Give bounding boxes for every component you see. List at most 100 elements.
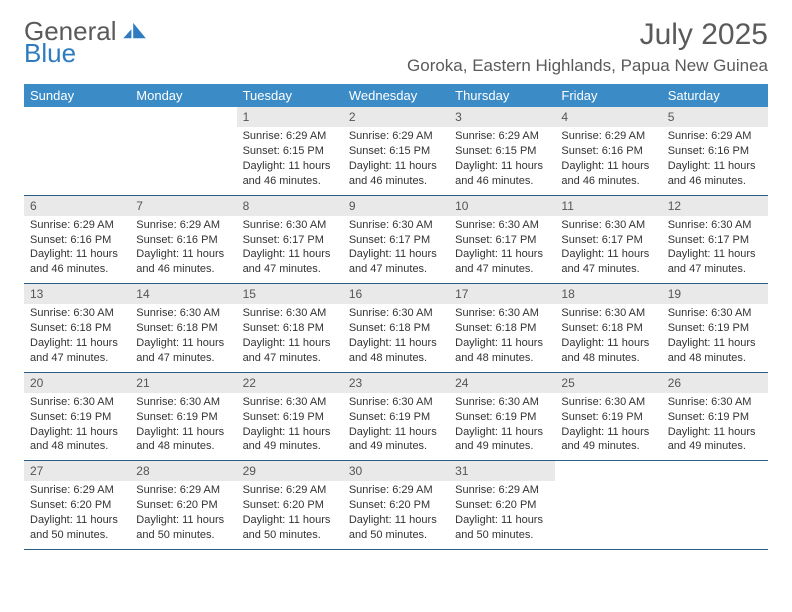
day-cell: 27Sunrise: 6:29 AMSunset: 6:20 PMDayligh… xyxy=(24,461,130,549)
daylight-text: Daylight: 11 hours and 46 minutes. xyxy=(243,159,337,189)
day-cell: 26Sunrise: 6:30 AMSunset: 6:19 PMDayligh… xyxy=(662,373,768,461)
day-cell: 7Sunrise: 6:29 AMSunset: 6:16 PMDaylight… xyxy=(130,196,236,284)
sunset-text: Sunset: 6:20 PM xyxy=(349,498,443,513)
day-cell: 14Sunrise: 6:30 AMSunset: 6:18 PMDayligh… xyxy=(130,284,236,372)
day-cell-empty xyxy=(130,107,236,195)
sunset-text: Sunset: 6:17 PM xyxy=(668,233,762,248)
sunset-text: Sunset: 6:17 PM xyxy=(561,233,655,248)
day-body: Sunrise: 6:30 AMSunset: 6:17 PMDaylight:… xyxy=(343,216,449,283)
daylight-text: Daylight: 11 hours and 48 minutes. xyxy=(561,336,655,366)
sunset-text: Sunset: 6:19 PM xyxy=(136,410,230,425)
day-body: Sunrise: 6:30 AMSunset: 6:19 PMDaylight:… xyxy=(662,393,768,460)
sunset-text: Sunset: 6:20 PM xyxy=(30,498,124,513)
daylight-text: Daylight: 11 hours and 50 minutes. xyxy=(136,513,230,543)
sunrise-text: Sunrise: 6:30 AM xyxy=(455,395,549,410)
daylight-text: Daylight: 11 hours and 46 minutes. xyxy=(30,247,124,277)
sunset-text: Sunset: 6:19 PM xyxy=(668,321,762,336)
day-cell: 3Sunrise: 6:29 AMSunset: 6:15 PMDaylight… xyxy=(449,107,555,195)
daylight-text: Daylight: 11 hours and 47 minutes. xyxy=(136,336,230,366)
day-cell: 23Sunrise: 6:30 AMSunset: 6:19 PMDayligh… xyxy=(343,373,449,461)
weekday-header: Wednesday xyxy=(343,84,449,107)
day-cell-empty xyxy=(662,461,768,549)
weekday-header: Monday xyxy=(130,84,236,107)
day-body: Sunrise: 6:29 AMSunset: 6:16 PMDaylight:… xyxy=(555,127,661,194)
sunrise-text: Sunrise: 6:30 AM xyxy=(243,306,337,321)
daylight-text: Daylight: 11 hours and 49 minutes. xyxy=(561,425,655,455)
day-cell: 12Sunrise: 6:30 AMSunset: 6:17 PMDayligh… xyxy=(662,196,768,284)
sunrise-text: Sunrise: 6:29 AM xyxy=(455,129,549,144)
day-number: 17 xyxy=(449,284,555,304)
daylight-text: Daylight: 11 hours and 47 minutes. xyxy=(349,247,443,277)
day-body: Sunrise: 6:29 AMSunset: 6:15 PMDaylight:… xyxy=(237,127,343,194)
day-body: Sunrise: 6:30 AMSunset: 6:19 PMDaylight:… xyxy=(449,393,555,460)
sunrise-text: Sunrise: 6:30 AM xyxy=(136,395,230,410)
sunset-text: Sunset: 6:16 PM xyxy=(668,144,762,159)
brand-logo: GeneralBlue xyxy=(24,18,147,66)
sunset-text: Sunset: 6:19 PM xyxy=(30,410,124,425)
day-cell: 17Sunrise: 6:30 AMSunset: 6:18 PMDayligh… xyxy=(449,284,555,372)
sunrise-text: Sunrise: 6:30 AM xyxy=(561,306,655,321)
week-row: 13Sunrise: 6:30 AMSunset: 6:18 PMDayligh… xyxy=(24,284,768,373)
weekday-header: Sunday xyxy=(24,84,130,107)
day-body: Sunrise: 6:30 AMSunset: 6:18 PMDaylight:… xyxy=(343,304,449,371)
day-number: 11 xyxy=(555,196,661,216)
sunset-text: Sunset: 6:18 PM xyxy=(455,321,549,336)
sunset-text: Sunset: 6:15 PM xyxy=(243,144,337,159)
week-row: 20Sunrise: 6:30 AMSunset: 6:19 PMDayligh… xyxy=(24,373,768,462)
weekday-header: Saturday xyxy=(662,84,768,107)
sunset-text: Sunset: 6:20 PM xyxy=(455,498,549,513)
day-body: Sunrise: 6:29 AMSunset: 6:16 PMDaylight:… xyxy=(662,127,768,194)
daylight-text: Daylight: 11 hours and 48 minutes. xyxy=(668,336,762,366)
day-cell: 10Sunrise: 6:30 AMSunset: 6:17 PMDayligh… xyxy=(449,196,555,284)
day-cell-empty xyxy=(24,107,130,195)
sunrise-text: Sunrise: 6:30 AM xyxy=(136,306,230,321)
month-title: July 2025 xyxy=(407,18,768,52)
calendar-table: Sunday Monday Tuesday Wednesday Thursday… xyxy=(24,84,768,550)
sunset-text: Sunset: 6:16 PM xyxy=(561,144,655,159)
day-number: 29 xyxy=(237,461,343,481)
day-number: 31 xyxy=(449,461,555,481)
day-number: 26 xyxy=(662,373,768,393)
day-body: Sunrise: 6:30 AMSunset: 6:18 PMDaylight:… xyxy=(449,304,555,371)
day-cell: 9Sunrise: 6:30 AMSunset: 6:17 PMDaylight… xyxy=(343,196,449,284)
day-number: 15 xyxy=(237,284,343,304)
day-cell: 5Sunrise: 6:29 AMSunset: 6:16 PMDaylight… xyxy=(662,107,768,195)
day-number: 23 xyxy=(343,373,449,393)
day-cell: 13Sunrise: 6:30 AMSunset: 6:18 PMDayligh… xyxy=(24,284,130,372)
sunset-text: Sunset: 6:15 PM xyxy=(349,144,443,159)
weekday-header-row: Sunday Monday Tuesday Wednesday Thursday… xyxy=(24,84,768,107)
weekday-header: Thursday xyxy=(449,84,555,107)
day-body: Sunrise: 6:29 AMSunset: 6:20 PMDaylight:… xyxy=(449,481,555,548)
daylight-text: Daylight: 11 hours and 46 minutes. xyxy=(349,159,443,189)
day-body: Sunrise: 6:30 AMSunset: 6:17 PMDaylight:… xyxy=(449,216,555,283)
day-number: 14 xyxy=(130,284,236,304)
sunset-text: Sunset: 6:19 PM xyxy=(455,410,549,425)
day-number: 20 xyxy=(24,373,130,393)
week-row: 27Sunrise: 6:29 AMSunset: 6:20 PMDayligh… xyxy=(24,461,768,550)
daylight-text: Daylight: 11 hours and 50 minutes. xyxy=(455,513,549,543)
daylight-text: Daylight: 11 hours and 46 minutes. xyxy=(561,159,655,189)
sunset-text: Sunset: 6:20 PM xyxy=(136,498,230,513)
sunset-text: Sunset: 6:18 PM xyxy=(561,321,655,336)
sunset-text: Sunset: 6:17 PM xyxy=(455,233,549,248)
sunrise-text: Sunrise: 6:30 AM xyxy=(455,306,549,321)
day-body: Sunrise: 6:30 AMSunset: 6:19 PMDaylight:… xyxy=(662,304,768,371)
daylight-text: Daylight: 11 hours and 48 minutes. xyxy=(30,425,124,455)
day-number: 24 xyxy=(449,373,555,393)
day-number: 27 xyxy=(24,461,130,481)
day-cell: 11Sunrise: 6:30 AMSunset: 6:17 PMDayligh… xyxy=(555,196,661,284)
day-cell: 28Sunrise: 6:29 AMSunset: 6:20 PMDayligh… xyxy=(130,461,236,549)
day-number: 2 xyxy=(343,107,449,127)
sunrise-text: Sunrise: 6:30 AM xyxy=(349,395,443,410)
day-body: Sunrise: 6:29 AMSunset: 6:20 PMDaylight:… xyxy=(24,481,130,548)
day-cell: 31Sunrise: 6:29 AMSunset: 6:20 PMDayligh… xyxy=(449,461,555,549)
sunset-text: Sunset: 6:17 PM xyxy=(349,233,443,248)
daylight-text: Daylight: 11 hours and 50 minutes. xyxy=(243,513,337,543)
day-body: Sunrise: 6:30 AMSunset: 6:18 PMDaylight:… xyxy=(237,304,343,371)
sunset-text: Sunset: 6:16 PM xyxy=(30,233,124,248)
sunrise-text: Sunrise: 6:29 AM xyxy=(30,218,124,233)
day-body: Sunrise: 6:30 AMSunset: 6:17 PMDaylight:… xyxy=(662,216,768,283)
daylight-text: Daylight: 11 hours and 46 minutes. xyxy=(136,247,230,277)
sunrise-text: Sunrise: 6:30 AM xyxy=(455,218,549,233)
day-number: 25 xyxy=(555,373,661,393)
